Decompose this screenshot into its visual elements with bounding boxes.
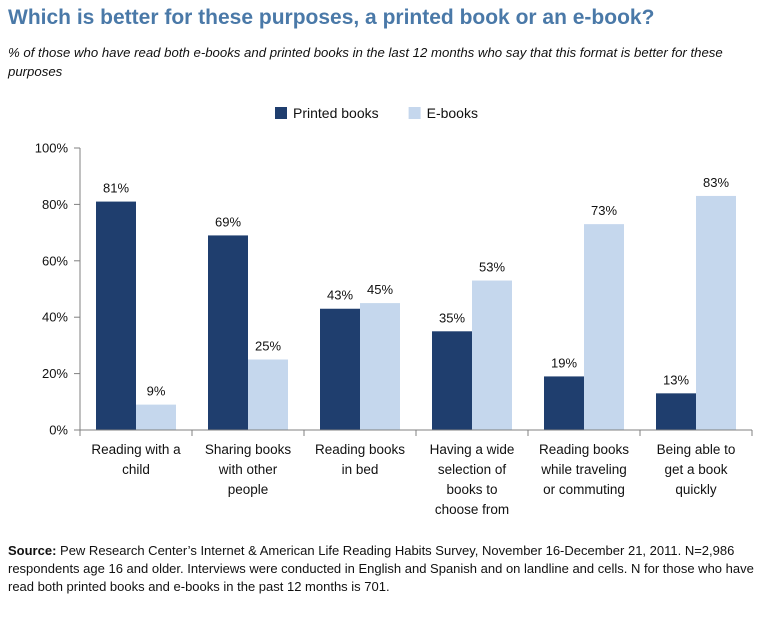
legend-swatch-e-books [408, 107, 421, 119]
data-label-e-books: 53% [479, 260, 505, 275]
bar-printed-books [544, 376, 584, 430]
data-label-printed-books: 19% [551, 355, 577, 370]
category-label: while traveling [540, 462, 627, 477]
y-tick-label: 40% [42, 310, 68, 325]
bar-printed-books [432, 331, 472, 430]
category-label: child [122, 462, 150, 477]
bar-printed-books [656, 393, 696, 430]
bar-printed-books [96, 201, 136, 430]
category-label: selection of [438, 462, 507, 477]
data-label-e-books: 9% [147, 384, 166, 399]
category-label: books to [446, 482, 497, 497]
y-tick-label: 100% [35, 141, 69, 156]
chart-subtitle: % of those who have read both e-books an… [8, 45, 723, 79]
y-tick-label: 0% [49, 423, 68, 438]
legend-swatch-printed-books [275, 107, 287, 119]
category-label: quickly [675, 482, 717, 497]
source-label: Source: [8, 543, 57, 558]
y-tick-label: 80% [42, 197, 68, 212]
legend-label-e-books: E-books [427, 105, 478, 121]
category-label: Reading books [539, 442, 629, 457]
category-label: Being able to [657, 442, 736, 457]
bar-e-books [248, 359, 288, 430]
data-label-printed-books: 81% [103, 181, 129, 196]
category-label: with other [218, 462, 278, 477]
data-label-e-books: 45% [367, 282, 393, 297]
bar-printed-books [208, 235, 248, 430]
data-label-printed-books: 13% [663, 372, 689, 387]
bar-e-books [584, 224, 624, 430]
bar-chart: Printed books E-books 0% 20% 40% 60% 80% 100% 81… [35, 105, 753, 517]
bar-e-books [696, 195, 736, 430]
data-label-e-books: 83% [703, 175, 729, 190]
data-label-e-books: 25% [255, 339, 281, 354]
category-label: choose from [435, 502, 509, 517]
source-text: Pew Research Center’s Internet & America… [8, 543, 754, 594]
category-label: in bed [342, 462, 379, 477]
data-label-printed-books: 69% [215, 214, 241, 229]
bar-e-books [136, 404, 176, 430]
category-label: Reading books [315, 442, 405, 457]
data-label-printed-books: 43% [327, 288, 353, 303]
bar-e-books [472, 280, 512, 430]
y-tick-label: 60% [42, 253, 68, 268]
y-tick-label: 20% [42, 366, 68, 381]
category-label: Having a wide [430, 442, 515, 457]
category-label: Sharing books [205, 442, 292, 457]
bar-e-books [360, 303, 400, 430]
data-label-e-books: 73% [591, 203, 617, 218]
category-label: or commuting [543, 482, 625, 497]
bar-printed-books [320, 308, 360, 430]
category-label: people [228, 482, 269, 497]
legend-label-printed-books: Printed books [293, 105, 379, 121]
data-label-printed-books: 35% [439, 310, 465, 325]
category-label: Reading with a [91, 442, 181, 457]
chart-title: Which is better for these purposes, a pr… [8, 6, 655, 29]
category-label: get a book [664, 462, 727, 477]
source-note: Source: Pew Research Center’s Internet &… [8, 542, 760, 596]
